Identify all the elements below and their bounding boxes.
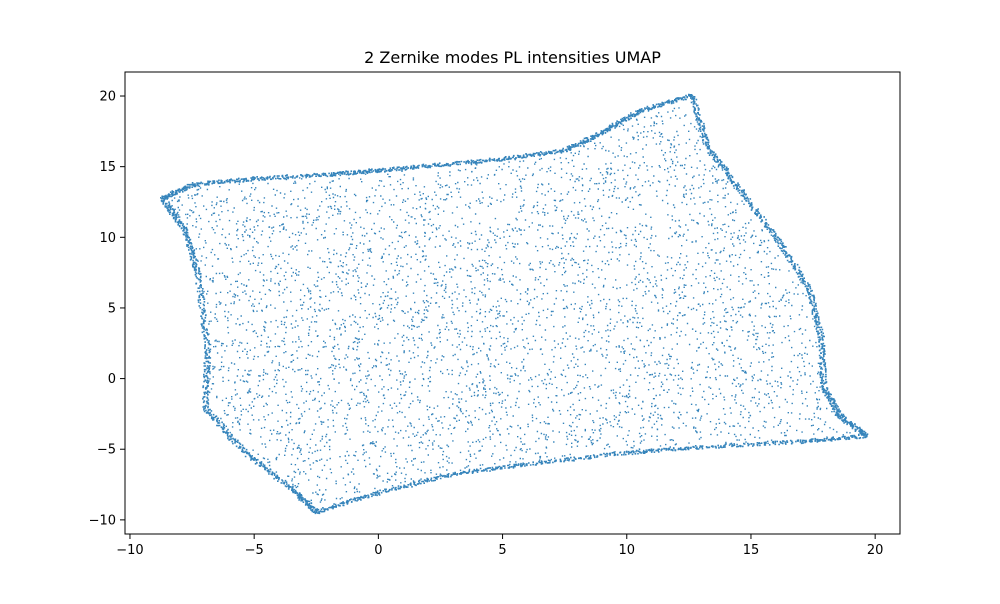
- chart-title: 2 Zernike modes PL intensities UMAP: [364, 48, 661, 67]
- x-tick-label: 0: [374, 543, 382, 558]
- y-tick-label: −5: [97, 443, 116, 458]
- y-tick-label: 5: [108, 301, 116, 316]
- y-tick-label: −10: [89, 513, 116, 528]
- y-tick-label: 10: [99, 231, 116, 246]
- plot-frame: [124, 71, 901, 535]
- x-tick-label: 5: [498, 543, 506, 558]
- x-tick-label: −10: [116, 543, 143, 558]
- y-tick-label: 20: [99, 90, 116, 105]
- scatter-points: [160, 93, 869, 515]
- y-tick-label: 15: [99, 160, 116, 175]
- axes-layer: −10 −5 0 5 10 15 20 −10 −5 0 5 10 15 20: [89, 71, 901, 558]
- x-tick-label: 10: [618, 543, 635, 558]
- y-tick-label: 0: [108, 372, 116, 387]
- x-tick-label: 15: [743, 543, 760, 558]
- x-tick-label: −5: [245, 543, 264, 558]
- x-tick-label: 20: [867, 543, 884, 558]
- points-layer: [160, 93, 869, 515]
